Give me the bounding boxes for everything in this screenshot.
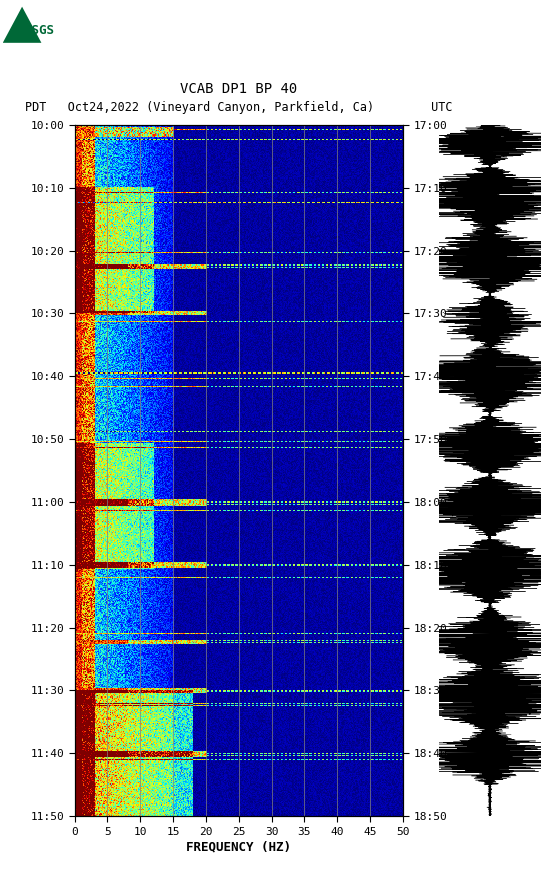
X-axis label: FREQUENCY (HZ): FREQUENCY (HZ) xyxy=(186,841,291,854)
Text: USGS: USGS xyxy=(25,24,55,37)
Text: VCAB DP1 BP 40: VCAB DP1 BP 40 xyxy=(180,82,298,96)
Text: PDT   Oct24,2022 (Vineyard Canyon, Parkfield, Ca)        UTC: PDT Oct24,2022 (Vineyard Canyon, Parkfie… xyxy=(25,101,453,114)
Polygon shape xyxy=(3,7,41,43)
